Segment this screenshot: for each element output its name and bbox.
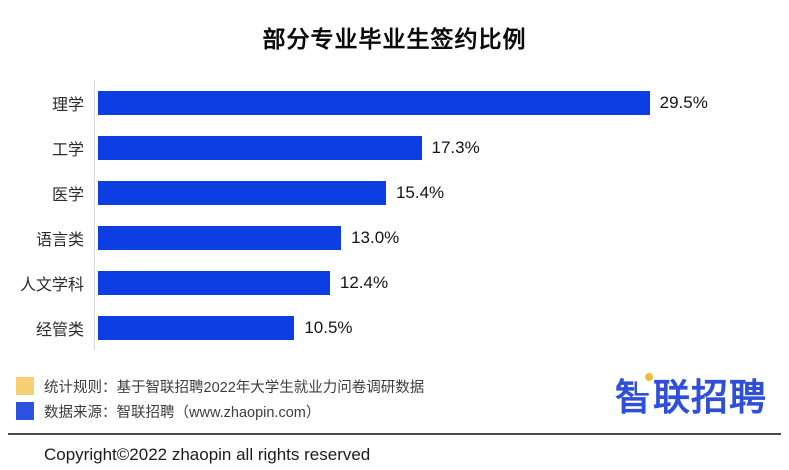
footer-row: 统计规则：基于智联招聘2022年大学生就业力问卷调研数据 数据来源：智联招聘（w… — [16, 373, 775, 421]
logo-cover — [637, 377, 654, 394]
category-label: 经管类 — [35, 321, 84, 339]
category-axis: 理学 工学 医学 语言类 人文学科 经管类 — [14, 80, 94, 350]
blue-swatch-icon — [16, 402, 34, 420]
bar — [98, 225, 342, 250]
bar-value-label: 29.5% — [659, 92, 708, 112]
bar-value-label: 13.0% — [351, 227, 400, 247]
bar-row: 17.3% — [95, 125, 669, 170]
bar-row: 12.4% — [95, 260, 669, 305]
bar — [98, 90, 650, 115]
category-label: 工学 — [51, 141, 84, 159]
copyright-text: Copyright©2022 zhaopin all rights reserv… — [44, 445, 371, 464]
legend-label: 数据来源：智联招聘（www.zhaopin.com） — [44, 404, 321, 421]
bar-value-label: 17.3% — [431, 137, 480, 157]
logo-ring-icon — [645, 373, 653, 382]
zhaopin-logo: 智联招聘 — [615, 373, 767, 420]
bar-value-label: 10.5% — [304, 317, 353, 337]
category-label: 理学 — [51, 96, 84, 114]
footer-divider — [8, 433, 781, 435]
legend-label: 统计规则：基于智联招聘2022年大学生就业力问卷调研数据 — [44, 379, 425, 396]
category-label: 语言类 — [35, 231, 84, 249]
bar — [98, 270, 330, 295]
source-legend: 统计规则：基于智联招聘2022年大学生就业力问卷调研数据 数据来源：智联招聘（w… — [16, 376, 424, 421]
bar — [98, 180, 386, 205]
bar-row: 13.0% — [95, 215, 669, 260]
legend-item: 数据来源：智联招聘（www.zhaopin.com） — [16, 401, 424, 421]
chart-title: 部分专业毕业生签约比例 — [262, 26, 527, 52]
logo-rest-chars: 联招聘 — [653, 377, 767, 419]
category-label: 人文学科 — [19, 276, 84, 294]
plot-area: 29.5% 17.3% 15.4% 13.0% — [94, 80, 708, 350]
category-label: 医学 — [51, 186, 84, 204]
bar-row: 10.5% — [95, 305, 669, 350]
bar-row: 29.5% — [95, 80, 708, 125]
legend-item: 统计规则：基于智联招聘2022年大学生就业力问卷调研数据 — [16, 376, 424, 396]
bar — [98, 135, 422, 160]
bar-row: 15.4% — [95, 170, 669, 215]
bar — [98, 315, 295, 340]
bar-chart: 理学 工学 医学 语言类 人文学科 经管类 29.5% 17.3% — [14, 80, 789, 350]
bar-value-label: 12.4% — [339, 272, 389, 292]
yellow-swatch-icon — [16, 377, 34, 395]
logo-first-char: 智 — [615, 373, 654, 420]
bar-value-label: 15.4% — [395, 182, 445, 202]
